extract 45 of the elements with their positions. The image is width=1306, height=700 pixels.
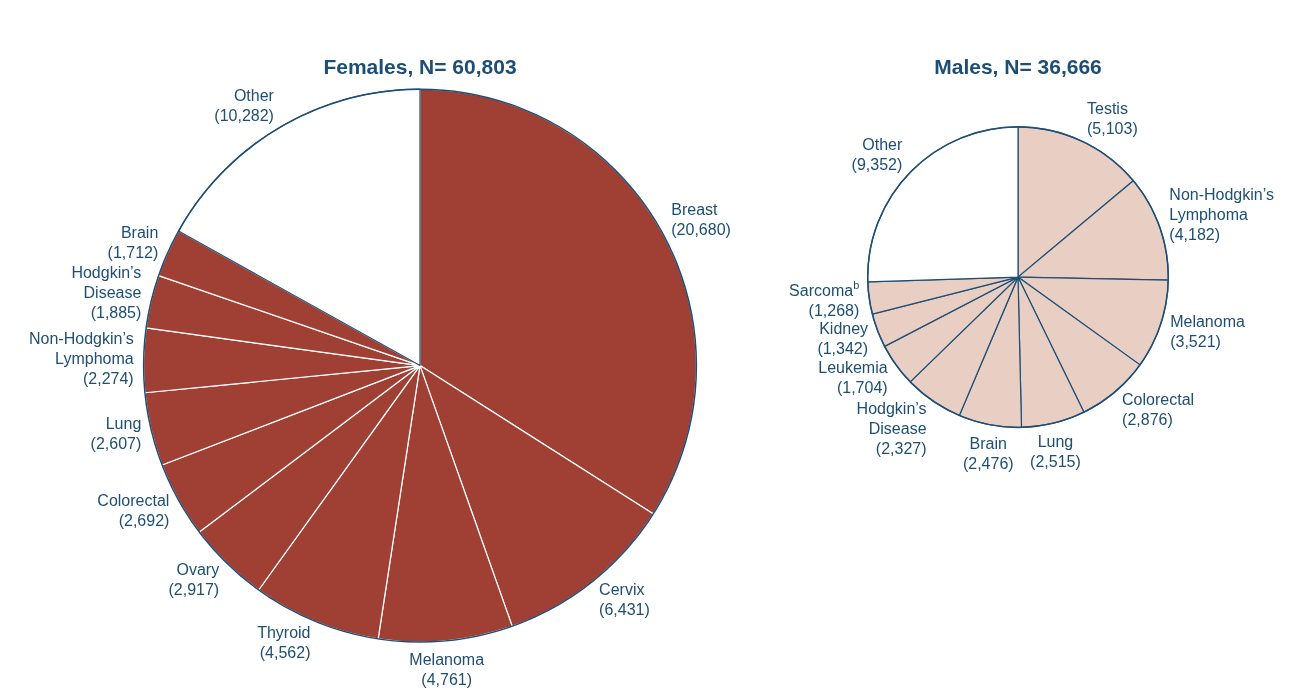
slice-label: Non-Hodgkin’s Lymphoma [29,330,134,368]
slice-label: Lung [105,415,142,433]
slice-label: Kidney [819,319,869,337]
data-label: (10,282) [214,107,274,125]
data-label: (2,274) [82,370,134,388]
data-label: (1,342) [817,339,869,357]
chart-title: Males, N= 36,666 [934,55,1102,79]
data-label: (9,352) [851,156,903,174]
slice-label: Melanoma [409,651,485,669]
data-label: (1,712) [107,243,159,261]
chart-title: Females, N= 60,803 [323,55,517,79]
slice-label: Hodgkin’s Disease [71,264,142,302]
slice-label: Colorectal [1122,390,1195,408]
slice-label: Lung [1037,432,1074,450]
slice-label: Testis [1087,99,1128,117]
data-label: (2,917) [168,580,220,598]
slice-label: Other [233,87,275,105]
slice-label: Ovary [176,560,220,578]
slice-label: Non-Hodgkin’s Lymphoma [1169,186,1274,224]
data-label: (2,607) [90,435,142,453]
data-label: (1,885) [90,304,142,322]
slice-label: Cervix [599,581,645,599]
data-label: (4,182) [1169,226,1221,244]
slice-label: Melanoma [1170,312,1245,330]
slice-label: Brain [969,434,1007,452]
slice-label: Leukemia [818,359,888,377]
slice-label: Breast [671,201,719,219]
slice-label: Colorectal [97,491,170,509]
data-label: (3,521) [1170,332,1221,350]
data-label: (20,680) [671,221,731,239]
data-label: (2,692) [118,511,170,529]
slice-label: Thyroid [257,624,311,642]
data-label: (1,704) [836,379,888,397]
data-label: (4,562) [259,644,311,662]
data-label: (5,103) [1087,119,1138,137]
slice-label: Hodgkin’s Disease [856,399,927,437]
data-label: (1,268) [808,301,860,319]
data-label: (2,327) [875,439,927,457]
data-label: (2,476) [962,454,1014,472]
data-label: (4,761) [421,671,473,689]
slice-label: Other [862,136,903,154]
data-label: (2,515) [1030,452,1081,470]
slice-label: Brain [120,223,159,241]
data-label: (2,876) [1122,410,1173,428]
data-label: (6,431) [599,601,650,619]
